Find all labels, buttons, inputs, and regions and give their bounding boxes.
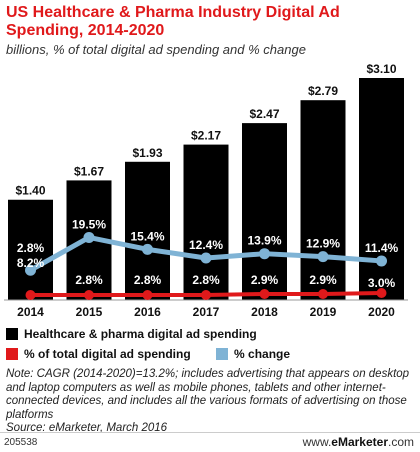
change-label-2016: 15.4% (130, 229, 164, 243)
x-tick-2016: 2016 (134, 305, 161, 319)
change-point-2016 (142, 243, 153, 255)
share-label-2020: 3.0% (368, 276, 396, 290)
bar-label-2018: $2.47 (249, 107, 279, 121)
share-point-2019 (318, 289, 328, 299)
share-point-2015 (84, 290, 94, 300)
bar-label-2019: $2.79 (308, 84, 338, 98)
change-label-2020: 11.4% (365, 241, 399, 255)
share-point-2017 (201, 290, 211, 300)
bar-label-2014: $1.40 (15, 184, 45, 198)
change-label-2019: 12.9% (306, 237, 340, 251)
brand-prefix: www. (302, 435, 332, 449)
legend-label-share: % of total digital ad spending (24, 347, 191, 361)
chart-plot: $1.40 2014 $1.67 2015 $1.93 2016 $2.17 2017 $2.4… (4, 62, 408, 319)
bar-2017 (183, 144, 229, 300)
change-label-2017: 12.4% (189, 238, 223, 252)
source-text: Source: eMarketer, March 2016 (6, 422, 168, 434)
legend-label-change: % change (234, 347, 291, 361)
bar-label-2020: $3.10 (366, 62, 396, 76)
x-tick-2019: 2019 (310, 305, 337, 319)
chart-note: Note: CAGR (2014-2020)=13.2%; includes a… (6, 368, 416, 436)
x-tick-2018: 2018 (251, 305, 278, 319)
change-point-2018 (259, 248, 270, 260)
brand-suffix: .com (387, 435, 414, 449)
legend-item-bars: Healthcare & pharma digital ad spending (6, 327, 257, 341)
share-point-2018 (259, 289, 270, 299)
bar-2020 (359, 78, 404, 300)
x-tick-2017: 2017 (193, 305, 220, 319)
bar-label-2015: $1.67 (74, 164, 104, 178)
change-point-2017 (200, 252, 212, 264)
share-label-2018: 2.9% (251, 273, 279, 287)
change-label-2014: 8.2% (17, 256, 45, 270)
chart-id: 205538 (4, 437, 38, 448)
legend-swatch-bars (6, 328, 18, 340)
change-label-2018: 13.9% (247, 234, 281, 248)
bar-2019 (300, 100, 346, 300)
bar-2018 (242, 123, 287, 300)
chart-subtitle: billions, % of total digital ad spending… (6, 42, 306, 57)
share-point-2020 (376, 288, 387, 298)
share-label-2014: 2.8% (17, 241, 45, 255)
bar-label-2016: $1.93 (132, 146, 162, 160)
x-tick-2020: 2020 (368, 305, 395, 319)
footer: 205538 www.eMarketer.com (0, 432, 420, 452)
change-point-2015 (83, 231, 95, 243)
bar-label-2017: $2.17 (191, 129, 221, 143)
legend-swatch-share (6, 348, 18, 360)
x-tick-2014: 2014 (17, 305, 44, 319)
share-point-2016 (142, 290, 153, 300)
note-text: Note: CAGR (2014-2020)=13.2%; includes a… (6, 368, 410, 421)
change-point-2020 (376, 255, 387, 267)
legend-row-2: % of total digital ad spending % change (6, 347, 312, 361)
legend-label-bars: Healthcare & pharma digital ad spending (24, 327, 257, 341)
change-label-2015: 19.5% (72, 217, 106, 231)
legend-item-change: % change (216, 347, 290, 361)
chart-title: US Healthcare & Pharma Industry Digital … (6, 4, 340, 39)
share-point-2014 (25, 290, 36, 300)
change-point-2019 (317, 251, 329, 263)
x-tick-2015: 2015 (76, 305, 103, 319)
share-label-2016: 2.8% (134, 273, 162, 287)
change-point-2014 (25, 264, 36, 276)
share-label-2015: 2.8% (75, 273, 103, 287)
legend-row-1: Healthcare & pharma digital ad spending (6, 327, 279, 341)
brand-logo: www.eMarketer.com (303, 435, 414, 449)
brand-name: eMarketer (331, 435, 388, 449)
bar-2014 (8, 199, 53, 300)
bar-2016 (125, 161, 170, 300)
share-label-2019: 2.9% (309, 273, 337, 287)
legend-swatch-change (216, 348, 229, 360)
share-label-2017: 2.8% (192, 273, 220, 287)
legend-item-share: % of total digital ad spending (6, 347, 194, 361)
